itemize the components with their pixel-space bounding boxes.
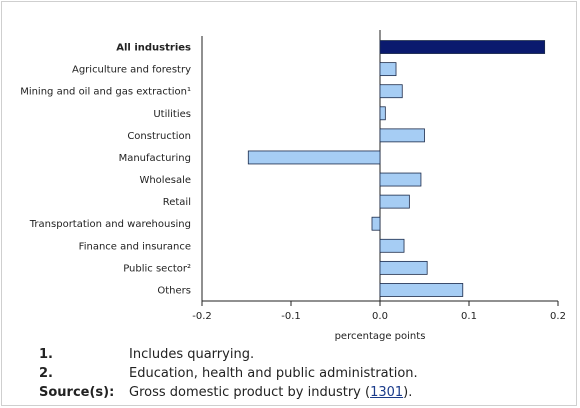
footnote-1: 1. Includes quarrying. xyxy=(39,345,559,364)
category-label: Transportation and warehousing xyxy=(29,219,191,230)
category-label: Construction xyxy=(127,131,191,142)
bar xyxy=(371,216,381,231)
bar xyxy=(379,238,405,253)
source-note: Source(s): Gross domestic product by ind… xyxy=(39,383,559,402)
source-table-link[interactable]: 1301 xyxy=(370,385,404,400)
bar xyxy=(379,128,425,143)
category-label: Mining and oil and gas extraction¹ xyxy=(20,87,191,98)
bar xyxy=(379,84,403,99)
source-text-after: ). xyxy=(403,385,413,400)
footnote-2-key: 2. xyxy=(39,366,53,381)
bar xyxy=(379,194,410,209)
x-axis-title: percentage points xyxy=(335,331,426,342)
bar xyxy=(379,40,546,54)
category-label: Wholesale xyxy=(139,175,191,186)
footnote-1-key: 1. xyxy=(39,347,53,362)
category-label: Retail xyxy=(163,197,191,208)
bar xyxy=(247,150,381,165)
footnote-2: 2. Education, health and public administ… xyxy=(39,364,559,383)
x-tick-label: 0.1 xyxy=(461,311,477,322)
bar xyxy=(379,283,464,297)
chart-notes: 1. Includes quarrying. 2. Education, hea… xyxy=(39,345,559,402)
category-label: Finance and insurance xyxy=(79,241,191,252)
bar xyxy=(379,62,397,77)
bar xyxy=(379,106,386,121)
footnote-1-text: Includes quarrying. xyxy=(129,347,255,362)
x-tick-label: 0.2 xyxy=(550,311,566,322)
category-label: All industries xyxy=(116,43,191,54)
x-tick-label: -0.2 xyxy=(192,311,212,322)
source-key: Source(s): xyxy=(39,385,115,400)
bar xyxy=(379,172,422,187)
category-label: Agriculture and forestry xyxy=(72,65,191,76)
category-label: Others xyxy=(157,285,191,296)
category-label: Manufacturing xyxy=(119,153,191,164)
bar xyxy=(379,260,428,275)
x-tick-label: 0.0 xyxy=(372,311,388,322)
bar-chart: -0.2 -0.1 0.0 0.1 0.2 percentage points All in… xyxy=(20,30,566,342)
category-label: Utilities xyxy=(153,109,191,120)
category-label: Public sector² xyxy=(123,263,191,274)
footnote-2-text: Education, health and public administrat… xyxy=(129,366,418,381)
source-text: Gross domestic product by industry (1301… xyxy=(129,383,412,402)
x-tick-label: -0.1 xyxy=(281,311,301,322)
source-text-before: Gross domestic product by industry ( xyxy=(129,385,371,400)
